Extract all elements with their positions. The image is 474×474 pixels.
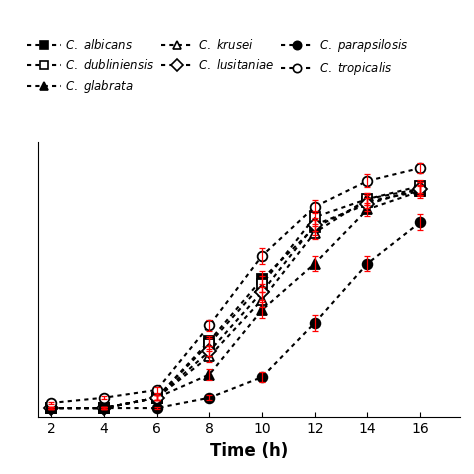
X-axis label: Time (h): Time (h) <box>210 442 288 459</box>
Legend: $\it{C.\ albicans}$, $\it{C.\ dubliniensis}$, $\it{C.\ glabrata}$, $\it{C.\ krus: $\it{C.\ albicans}$, $\it{C.\ dubliniens… <box>23 33 413 100</box>
